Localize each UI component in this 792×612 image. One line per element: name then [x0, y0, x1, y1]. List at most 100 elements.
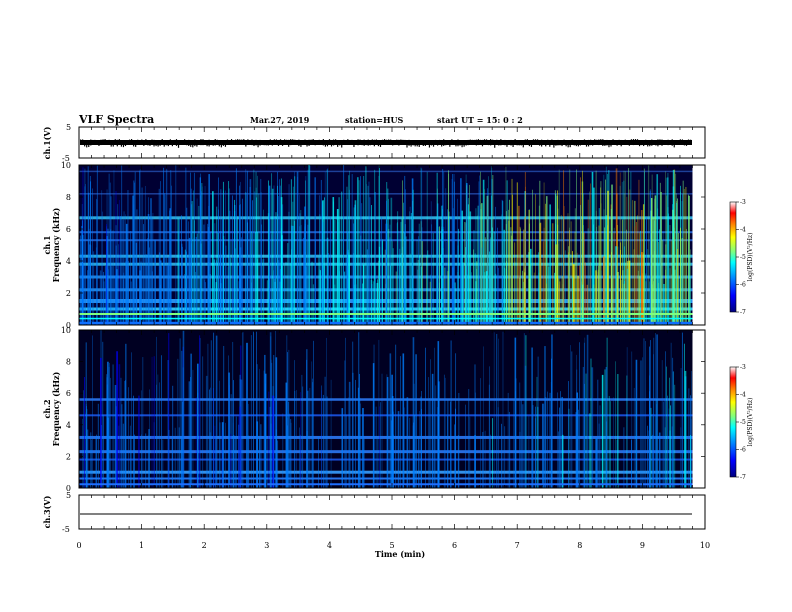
spectral-streak: [400, 221, 402, 325]
spectral-streak: [245, 169, 247, 325]
ch1-waveform-sample: [671, 139, 673, 146]
ch1-waveform-sample: [596, 139, 598, 145]
ch1-colorbar-label: log(PSD)(V²/Hz): [747, 233, 754, 282]
ch1-waveform-sample: [451, 139, 453, 145]
spectral-streak: [428, 377, 430, 488]
spectral-streak: [635, 359, 638, 488]
ch1-waveform-sample: [651, 139, 653, 146]
spectral-streak: [547, 391, 548, 488]
ch1-waveform-sample: [147, 140, 149, 146]
spectral-streak: [547, 264, 549, 325]
spectral-streak: [181, 215, 182, 325]
spectral-streak: [208, 174, 210, 325]
spectral-streak: [381, 241, 383, 325]
spectral-streak: [623, 427, 625, 488]
spectral-streak: [670, 342, 672, 488]
spectral-streak: [421, 241, 423, 325]
spectral-streak: [581, 266, 582, 325]
ch2-spectrogram-image: [79, 330, 693, 488]
spectral-streak: [88, 192, 90, 325]
spectral-streak: [326, 396, 328, 488]
ch1-waveform-sample: [388, 139, 390, 145]
spectral-streak: [528, 415, 530, 488]
ch1-waveform-sample: [112, 140, 114, 147]
spectral-streak: [215, 282, 217, 325]
spectral-streak: [209, 273, 211, 325]
spectral-streak: [159, 252, 161, 325]
spectral-streak: [551, 223, 554, 325]
spectral-streak: [640, 360, 642, 488]
ch1-waveform-sample: [226, 139, 229, 145]
spectral-streak: [460, 178, 462, 325]
spectral-streak: [368, 197, 371, 325]
spectral-streak: [652, 217, 655, 325]
spectral-streak: [674, 269, 676, 325]
spectral-streak: [160, 355, 162, 488]
spectral-streak: [561, 434, 564, 488]
ch1-waveform-sample: [239, 139, 241, 145]
ch1-waveform-sample: [332, 139, 335, 146]
time-tick-label: 3: [264, 541, 269, 550]
ch1-waveform-sample: [290, 139, 292, 146]
spectral-streak: [161, 266, 163, 325]
spectral-streak: [346, 414, 347, 488]
spectral-streak: [641, 252, 643, 325]
spectral-streak: [637, 270, 639, 325]
spectral-streak: [332, 197, 335, 325]
ch1-waveform-sample: [461, 140, 463, 148]
spectral-streak: [348, 397, 350, 488]
ch1-waveform-sample: [245, 140, 247, 147]
spectral-streak: [273, 185, 275, 325]
ch1-waveform-sample: [381, 139, 384, 144]
spectral-streak: [471, 272, 472, 325]
spectral-streak: [647, 248, 649, 325]
ch1-waveform-sample: [677, 140, 679, 145]
spectral-streak: [353, 207, 355, 325]
spectral-streak: [669, 225, 671, 325]
ch1-waveform-sample: [545, 140, 547, 147]
spectral-streak: [125, 380, 126, 488]
spectral-streak: [395, 271, 397, 325]
ch1-waveform-sample: [504, 139, 506, 146]
spectral-streak: [625, 171, 627, 325]
spectral-streak: [256, 197, 257, 325]
frequency-tick-label: 10: [61, 161, 71, 170]
ch1-waveform-sample: [465, 140, 467, 146]
spectral-streak: [609, 401, 611, 488]
ch2-frequency-ticks: 0 2 4 6 8 10: [61, 326, 705, 493]
spectral-streak: [568, 246, 570, 325]
spectral-streak: [622, 219, 623, 325]
spectral-streak: [473, 249, 474, 325]
spectral-streak: [458, 393, 460, 488]
ch3-ytick-bottom: -5: [62, 525, 70, 534]
spectral-streak: [624, 262, 626, 325]
spectral-streak: [275, 429, 277, 488]
ch1-waveform-sample: [312, 139, 314, 144]
spectral-streak: [355, 284, 357, 325]
spectral-streak: [190, 243, 192, 325]
spectral-streak: [520, 400, 522, 488]
spectral-streak: [454, 282, 457, 325]
spectral-streak: [519, 277, 521, 325]
spectral-streak: [297, 215, 299, 325]
spectral-streak: [247, 232, 249, 325]
spectral-streak: [430, 359, 431, 488]
spectral-streak: [259, 436, 260, 488]
spectral-streak: [524, 365, 527, 488]
ch1-waveform-sample: [406, 140, 408, 148]
ch1-waveform-sample: [412, 140, 414, 146]
ch1-waveform-sample: [479, 139, 482, 145]
spectral-streak: [467, 204, 469, 325]
spectral-streak: [537, 356, 539, 488]
ch1-waveform-sample: [377, 140, 380, 147]
spectral-streak: [348, 270, 350, 325]
spectral-streak: [430, 224, 432, 325]
spectral-streak: [645, 341, 646, 488]
spectral-streak: [307, 169, 309, 325]
spectral-streak: [306, 240, 308, 325]
ch3-ytick-top: 5: [66, 491, 71, 500]
spectral-streak: [447, 398, 449, 488]
spectral-streak: [345, 257, 346, 325]
spectral-streak: [141, 264, 142, 325]
